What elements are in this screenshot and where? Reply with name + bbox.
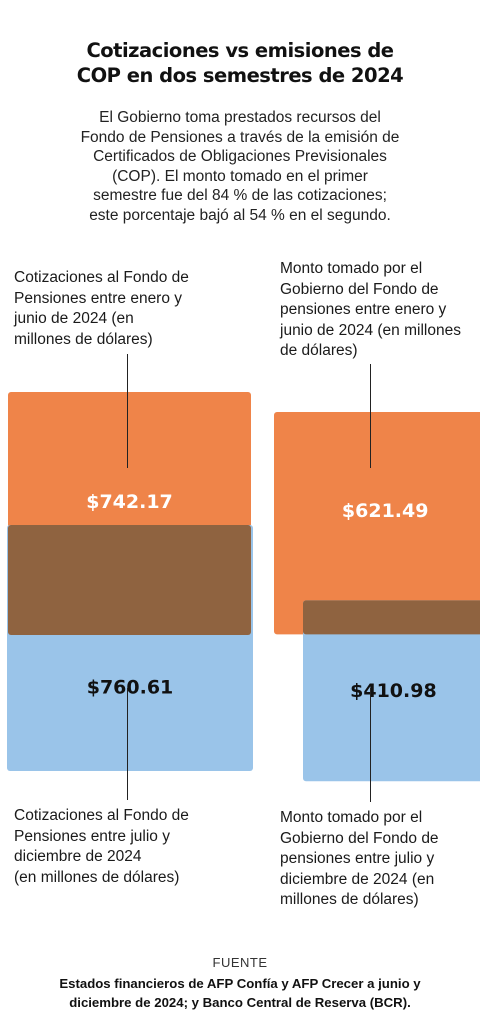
value-label-h2-cop: $410.98 [350,680,437,702]
subtitle-line: este porcentaje bajó al 54 % en el segun… [89,206,391,224]
subtitle-line: semestre fue del 84 % de las cotizacione… [93,187,387,204]
label-line: Monto tomado por el [280,809,423,826]
label-line: pensiones entre julio y [280,850,435,867]
label-line: millones de dólares) [14,330,153,348]
source-label: FUENTE [212,955,268,970]
label-line: junio de 2024 (en [14,310,134,327]
overlap-h1 [8,524,251,635]
bar-h2-cop [303,600,480,782]
label-line: Cotizaciones al Fondo de [14,269,189,286]
label-line: Pensiones entre enero y [14,289,183,307]
label-line: diciembre de 2024 (en [280,870,435,888]
label-line: Gobierno del Fondo de [280,829,439,847]
subtitle-line: Fondo de Pensiones a través de la emisió… [80,128,400,146]
source-line: Estados financieros de AFP Confía y AFP … [59,976,421,991]
label-h2-cop: Monto tomado por el Gobierno del Fondo d… [280,808,475,911]
label-h1-cop: Monto tomado por el Gobierno del Fondo d… [280,259,475,362]
value-label-h2-contributions: $621.49 [342,500,429,522]
label-line: millones de dólares) [280,891,419,908]
label-line: Gobierno del Fondo de [280,280,439,298]
leader-line-h1-contributions [127,354,128,468]
title-line-1: Cotizaciones vs emisiones de [86,39,394,62]
label-h2-contributions: Cotizaciones al Fondo de Pensiones entre… [14,806,229,888]
label-line: pensiones entre enero y [280,301,447,318]
bar-h2-contributions [274,412,480,635]
value-label-h1-cop: $760.61 [87,677,174,699]
label-line: de dólares) [280,342,358,359]
label-h1-contributions: Cotizaciones al Fondo de Pensiones entre… [14,268,229,350]
label-line: (en millones de dólares) [14,868,180,886]
subtitle-line: El Gobierno toma prestados recursos del [99,109,381,126]
label-line: Pensiones entre julio y [14,827,170,845]
label-line: diciembre de 2024 [14,848,142,865]
source-text: Estados financieros de AFP Confía y AFP … [30,974,450,1012]
label-line: junio de 2024 (en millones [280,321,461,339]
label-line: Cotizaciones al Fondo de [14,807,189,824]
chart-title: Cotizaciones vs emisiones de COP en dos … [0,38,480,88]
leader-line-h2-contributions [127,688,128,800]
leader-line-h2-cop [370,688,371,802]
overlap-h2 [303,600,480,635]
value-label-h1-contributions: $742.17 [86,491,173,513]
subtitle-line: (COP). El monto tomado en el primer [112,167,368,185]
leader-line-h1-cop [370,364,371,468]
label-line: Monto tomado por el [280,260,423,277]
source-line: diciembre de 2024; y Banco Central de Re… [69,995,411,1010]
title-line-2: COP en dos semestres de 2024 [76,64,404,87]
subtitle-line: Certificados de Obligaciones Previsional… [93,148,387,165]
chart-subtitle: El Gobierno toma prestados recursos del … [64,108,416,225]
